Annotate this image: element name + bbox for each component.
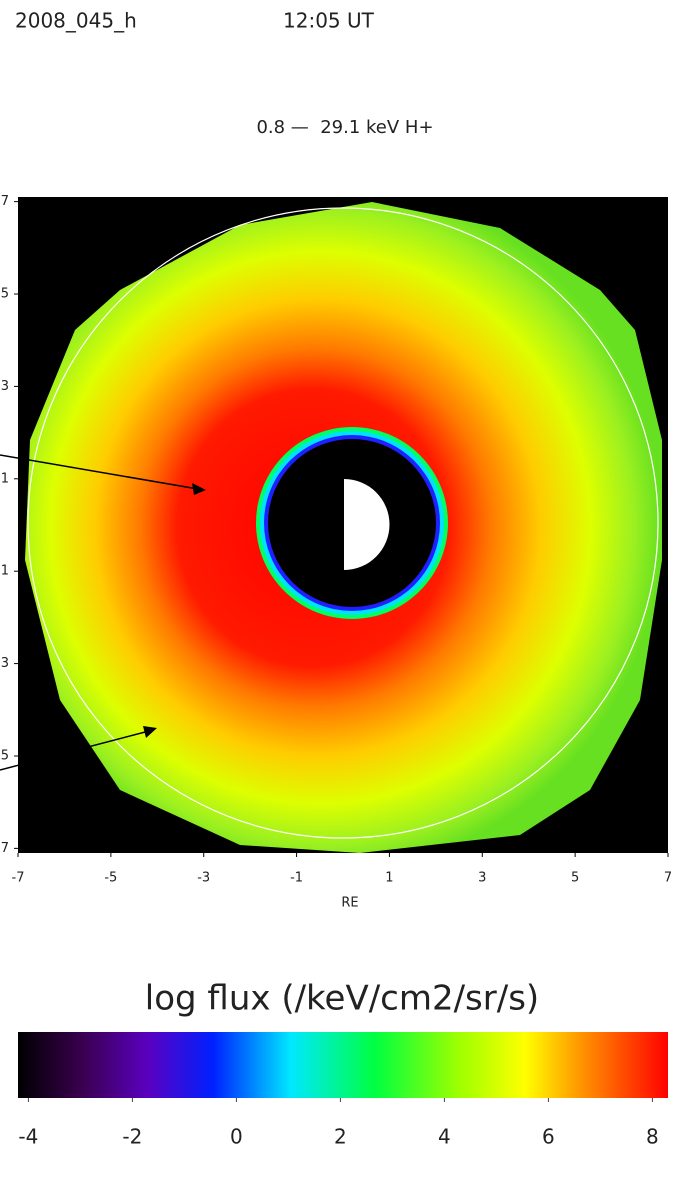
arrow-head (192, 483, 206, 495)
y-tick-label: 1 (1, 564, 9, 579)
x-tick-label: 3 (478, 871, 486, 886)
x-tick-label: 7 (664, 871, 672, 886)
x-axis-label: RE (341, 896, 358, 911)
colorbar-tick-label: 6 (542, 1125, 555, 1149)
y-tick-label: 3 (1, 379, 9, 394)
time-label: 12:05 UT (283, 9, 375, 33)
colorbar-tick-label: 2 (334, 1125, 347, 1149)
colorbar-tick-label: 8 (646, 1125, 659, 1149)
x-tick-label: -3 (197, 871, 210, 886)
arrow-head (143, 726, 157, 738)
arrow-line (0, 454, 199, 490)
y-tick-label: 7 (1, 841, 9, 856)
y-tick-label: 3 (1, 656, 9, 671)
colorbar-tick-label: -4 (18, 1125, 38, 1149)
flux-map (18, 197, 668, 853)
colorbar-label: log flux (/keV/cm2/sr/s) (145, 979, 539, 1019)
colorbar-tick-label: -2 (122, 1125, 142, 1149)
earth-day-side (344, 479, 390, 570)
chart-title: 0.8 — 29.1 keV H+ (256, 117, 433, 138)
arrow-line (0, 730, 150, 771)
y-tick-label: 7 (1, 194, 9, 209)
boundary-circle (27, 207, 659, 839)
x-tick-label: -7 (12, 871, 25, 886)
colorbar-tick-label: 4 (438, 1125, 451, 1149)
y-tick-label: 5 (1, 287, 9, 302)
x-tick-label: 5 (571, 871, 579, 886)
y-tick-label: 1 (1, 471, 9, 486)
colorbar (18, 1032, 668, 1098)
x-tick-label: 1 (385, 871, 393, 886)
annotations (0, 454, 206, 771)
x-tick-label: -5 (104, 871, 117, 886)
y-tick-label: 5 (1, 748, 9, 763)
date-label: 2008_045_h (15, 9, 137, 33)
colorbar-tick-label: 0 (230, 1125, 243, 1149)
x-tick-label: -1 (290, 871, 303, 886)
